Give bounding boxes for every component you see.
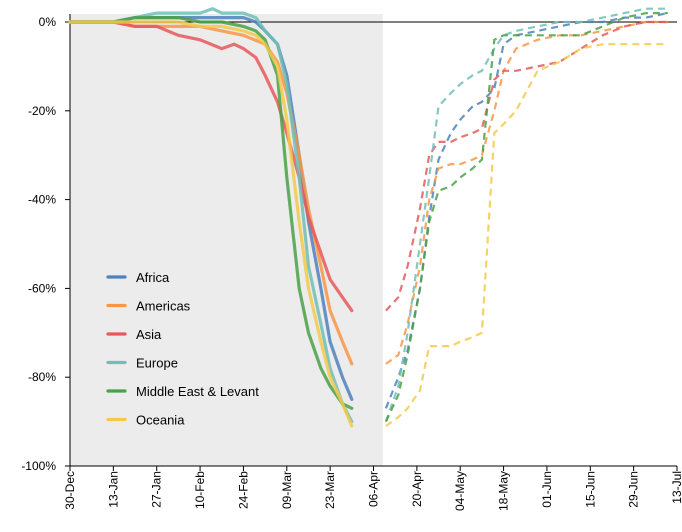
x-tick-label: 20-Apr bbox=[410, 471, 424, 507]
legend-label-europe: Europe bbox=[136, 356, 178, 371]
x-tick-label: 24-Feb bbox=[236, 471, 250, 509]
x-tick-label: 01-Jun bbox=[540, 471, 554, 508]
y-tick-label: -20% bbox=[28, 104, 56, 118]
x-tick-label: 27-Jan bbox=[150, 471, 164, 508]
y-tick-label: -40% bbox=[28, 193, 56, 207]
x-tick-label: 23-Mar bbox=[323, 471, 337, 509]
series-americas-forecast bbox=[385, 20, 668, 365]
series-oceania-forecast bbox=[385, 43, 668, 427]
series-oceania-line bbox=[68, 20, 354, 428]
tick-labels: 0% -20% -40% -60% -80% -100% 30-Dec 13-Jan 27-Ja… bbox=[21, 15, 682, 511]
series-middle-east-levant-line bbox=[68, 16, 354, 410]
x-tick-label: 10-Feb bbox=[193, 471, 207, 509]
y-tick-label: 0% bbox=[39, 15, 57, 29]
x-tick-label: 30-Dec bbox=[63, 471, 77, 510]
legend-label-americas: Americas bbox=[136, 299, 191, 314]
y-tick-label: -100% bbox=[21, 459, 56, 473]
legend-label-africa: Africa bbox=[136, 270, 170, 285]
x-tick-label: 04-May bbox=[453, 471, 467, 511]
x-tick-label: 29-Jun bbox=[627, 471, 641, 508]
legend-label-asia: Asia bbox=[136, 327, 162, 342]
legend: Africa Americas Asia Europe Middle East & Le… bbox=[106, 270, 259, 428]
series-asia-forecast bbox=[385, 20, 668, 312]
y-tick-label: -80% bbox=[28, 370, 56, 384]
x-tick-label: 06-Apr bbox=[367, 471, 381, 507]
series-middle-east-levant-forecast bbox=[384, 12, 668, 423]
x-tick-label: 09-Mar bbox=[280, 471, 294, 509]
series-asia-line bbox=[68, 20, 354, 313]
x-tick-label: 18-May bbox=[497, 471, 511, 511]
legend-label-middle-east-levant: Middle East & Levant bbox=[136, 384, 259, 399]
series-europe-forecast bbox=[384, 7, 668, 422]
x-tick-label: 13-Jan bbox=[106, 471, 120, 508]
series-lines bbox=[68, 7, 668, 428]
legend-label-oceania: Oceania bbox=[136, 413, 185, 428]
y-tick-label: -60% bbox=[28, 281, 56, 295]
x-tick-label: 13-Jul bbox=[670, 471, 682, 504]
series-europe-line bbox=[68, 7, 354, 424]
x-tick-label: 15-Jun bbox=[583, 471, 597, 508]
